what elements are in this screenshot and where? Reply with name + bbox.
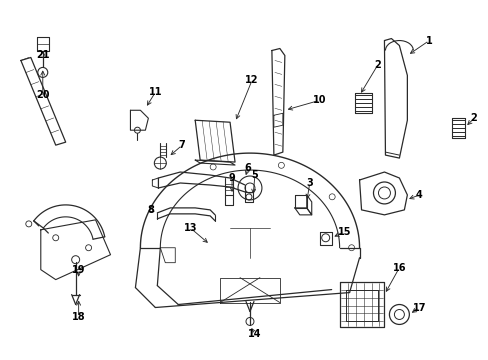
Text: 5: 5 xyxy=(251,170,258,180)
Text: 12: 12 xyxy=(244,75,258,85)
Text: 8: 8 xyxy=(146,205,154,215)
Text: 9: 9 xyxy=(228,173,235,183)
Text: 2: 2 xyxy=(373,60,380,71)
Text: 4: 4 xyxy=(415,190,422,200)
Text: 3: 3 xyxy=(306,178,312,188)
Text: 11: 11 xyxy=(148,87,162,97)
Text: 18: 18 xyxy=(72,312,85,323)
Text: 6: 6 xyxy=(244,163,251,173)
Text: 20: 20 xyxy=(36,90,49,100)
Text: 13: 13 xyxy=(183,223,197,233)
Text: 2: 2 xyxy=(470,113,476,123)
Text: 15: 15 xyxy=(337,227,351,237)
Text: 17: 17 xyxy=(412,302,425,312)
Text: 21: 21 xyxy=(36,50,49,60)
Text: 14: 14 xyxy=(248,329,261,339)
Text: 19: 19 xyxy=(72,265,85,275)
Text: 16: 16 xyxy=(392,263,406,273)
Text: 7: 7 xyxy=(179,140,185,150)
Text: 1: 1 xyxy=(425,36,432,46)
Text: 10: 10 xyxy=(312,95,326,105)
